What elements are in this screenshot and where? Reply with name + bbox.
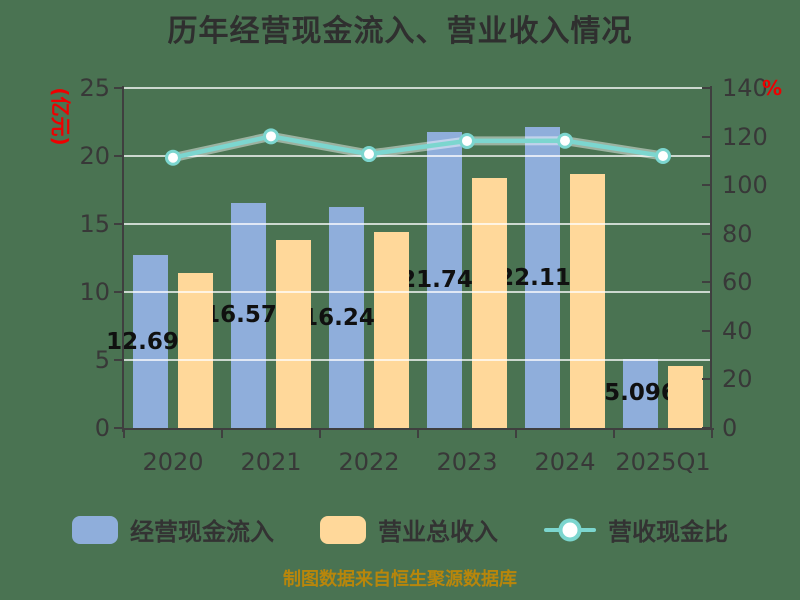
x-axis-label-2023: 2023	[436, 448, 498, 476]
right-axis-tick-label-140: 140	[722, 74, 768, 102]
revenue-bar-2023[interactable]	[472, 177, 507, 428]
left-axis-tick-5	[114, 359, 122, 361]
legend-swatch-cash-inflow	[72, 515, 118, 544]
right-axis-tick-label-0: 0	[722, 414, 738, 442]
left-axis-tick-label-25: 25	[79, 74, 110, 102]
cash-inflow-bar-2021[interactable]	[231, 202, 266, 428]
left-axis-tick-20	[114, 155, 122, 157]
left-axis-unit-label: (亿元)	[48, 87, 73, 146]
legend-swatch-revenue	[320, 515, 366, 544]
left-axis-tick-0	[114, 427, 122, 429]
x-axis-label-2025Q1: 2025Q1	[615, 448, 711, 476]
right-axis-tick-80	[702, 232, 710, 235]
cash-inflow-bar-2025Q1[interactable]	[623, 358, 658, 428]
left-axis-tick-label-10: 10	[79, 278, 110, 306]
legend-item-cash-inflow[interactable]: 经营现金流入	[72, 512, 274, 547]
gridline-25	[124, 87, 712, 89]
right-axis-tick-label-40: 40	[722, 316, 753, 345]
x-axis-tick-2	[319, 429, 321, 438]
cash-inflow-bar-2020[interactable]	[133, 255, 168, 428]
ratio-marker-2024[interactable]	[557, 132, 573, 149]
x-axis-tick-0	[123, 429, 125, 438]
right-axis-tick-20	[702, 378, 710, 381]
right-axis-tick-label-100: 100	[722, 171, 768, 200]
source-note: 制图数据来自恒生聚源数据库	[283, 569, 517, 590]
right-axis-tick-100	[702, 184, 710, 187]
x-axis-label-2021: 2021	[240, 448, 302, 476]
legend-label-cash-inflow: 经营现金流入	[130, 518, 274, 546]
revenue-bar-2024[interactable]	[570, 173, 605, 428]
x-axis-tick-3	[417, 429, 419, 438]
revenue-bar-2020[interactable]	[178, 272, 213, 428]
right-axis-line	[710, 86, 712, 430]
left-axis-tick-15	[114, 223, 122, 225]
gridline-15	[124, 223, 712, 225]
ratio-marker-2023[interactable]	[459, 132, 475, 149]
right-axis-tick-label-20: 20	[722, 365, 753, 394]
gridline-5	[124, 359, 712, 361]
ratio-marker-2022[interactable]	[361, 146, 377, 163]
legend-label-ratio: 营收现金比	[608, 518, 728, 546]
right-axis-tick-0	[702, 427, 710, 429]
right-axis-tick-40	[702, 329, 710, 332]
right-axis-tick-label-60: 60	[722, 268, 753, 297]
right-axis-tick-label-120: 120	[722, 122, 768, 151]
x-axis-tick-1	[221, 429, 223, 438]
cash-inflow-bar-2022[interactable]	[329, 207, 364, 428]
revenue-bar-2022[interactable]	[374, 232, 409, 428]
left-axis-tick-label-15: 15	[79, 210, 110, 238]
x-axis-label-2022: 2022	[338, 448, 400, 476]
left-axis-tick-10	[114, 291, 122, 293]
cash-inflow-bar-2023[interactable]	[427, 132, 462, 428]
legend: 经营现金流入 营业总收入 营收现金比	[0, 512, 800, 547]
right-axis-tick-60	[702, 281, 710, 284]
right-axis-tick-140	[702, 87, 710, 89]
right-axis-tick-120	[702, 135, 710, 138]
x-axis-tick-4	[515, 429, 517, 438]
legend-label-revenue: 营业总收入	[378, 518, 498, 546]
left-axis-line	[122, 86, 124, 432]
legend-item-revenue[interactable]: 营业总收入	[320, 512, 498, 547]
gridline-10	[124, 291, 712, 293]
ratio-marker-2025Q1[interactable]	[655, 148, 671, 164]
ratio-marker-2020[interactable]	[165, 149, 181, 166]
legend-line-marker-icon	[544, 517, 596, 543]
right-axis-tick-label-80: 80	[722, 219, 753, 248]
left-axis-tick-25	[114, 87, 122, 89]
ratio-marker-2021[interactable]	[263, 128, 279, 145]
x-axis-label-2024: 2024	[534, 448, 596, 476]
cash-inflow-bar-2024[interactable]	[525, 127, 560, 428]
right-axis-unit-label: %	[762, 76, 783, 100]
chart-title: 历年经营现金流入、营业收入情况	[167, 14, 633, 49]
gridline-20	[124, 155, 712, 157]
x-axis-label-2020: 2020	[142, 448, 204, 476]
left-axis-tick-label-20: 20	[79, 142, 110, 170]
revenue-bar-2025Q1[interactable]	[668, 366, 703, 428]
left-axis-tick-label-5: 5	[94, 346, 110, 374]
legend-item-ratio[interactable]: 营收现金比	[544, 512, 728, 547]
x-axis-tick-5	[613, 429, 615, 438]
left-axis-tick-label-0: 0	[94, 414, 110, 442]
x-axis-tick-6	[711, 429, 713, 438]
revenue-bar-2021[interactable]	[276, 240, 311, 428]
bar-value-label-2025Q1: 5.096	[604, 380, 677, 407]
